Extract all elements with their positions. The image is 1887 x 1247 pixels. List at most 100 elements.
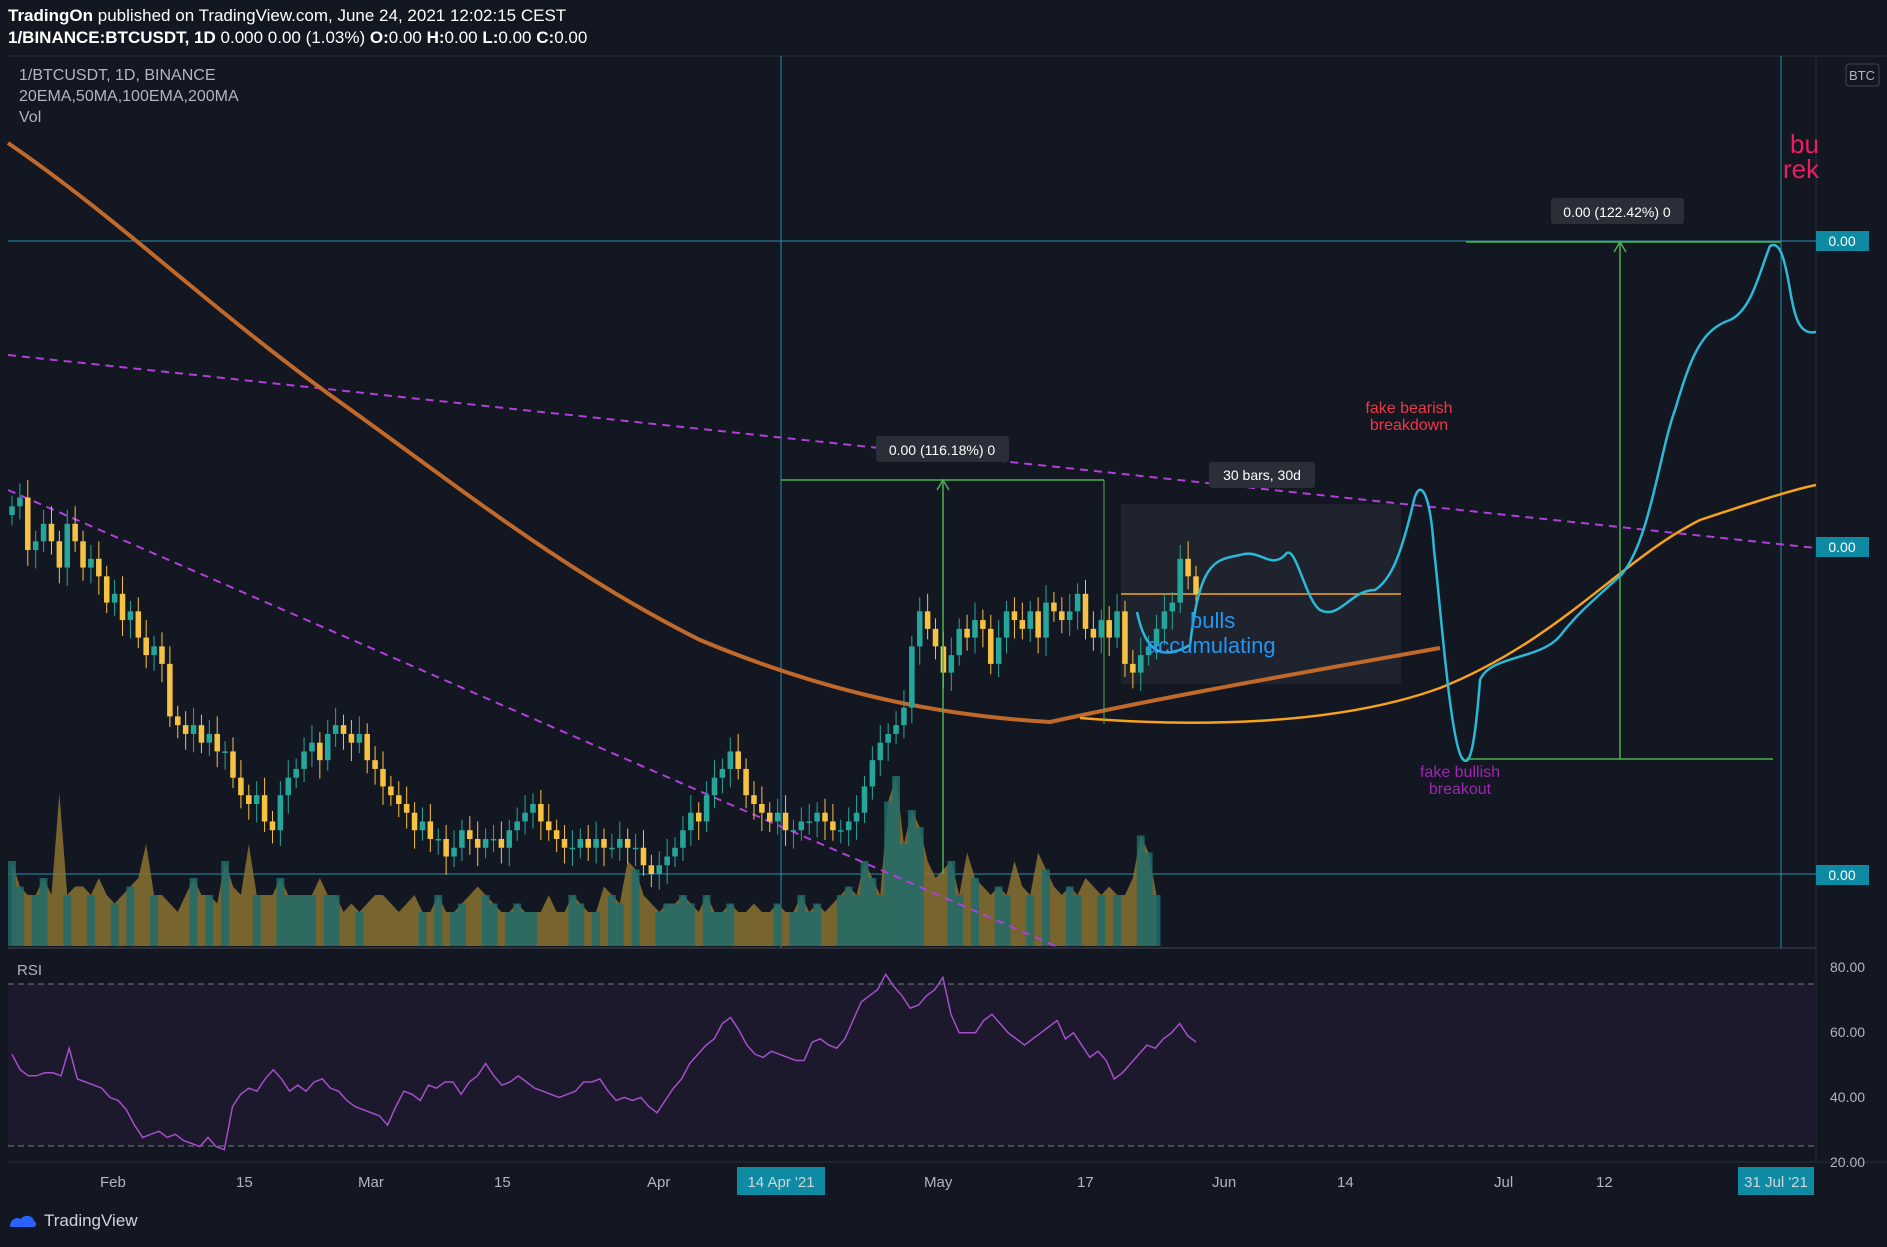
- time-label: 15: [236, 1174, 253, 1191]
- volume-bar: [513, 903, 522, 946]
- footer-brand[interactable]: TradingView: [44, 1211, 138, 1230]
- candle-up: [885, 733, 891, 743]
- publisher-name[interactable]: TradingOn: [8, 6, 93, 25]
- volume-bar: [300, 895, 308, 946]
- volume-bar: [568, 895, 577, 946]
- candle-up: [324, 733, 331, 761]
- price-axis[interactable]: BTC 0.00 0.00 0.00: [1816, 63, 1880, 885]
- legend-symbol[interactable]: 1/BTCUSDT, 1D, BINANCE: [19, 67, 216, 84]
- candle-down: [443, 838, 449, 857]
- volume-bar: [852, 895, 861, 946]
- ohlc-high-key: H:: [426, 28, 445, 47]
- candle-down: [735, 751, 741, 769]
- volume-bar: [710, 912, 719, 946]
- volume-bar: [726, 903, 735, 946]
- time-label: May: [924, 1174, 953, 1191]
- ema-100-line: [1079, 483, 1817, 724]
- candle-up: [9, 506, 15, 516]
- candle-up: [569, 847, 576, 850]
- time-label: Jul: [1494, 1174, 1513, 1191]
- svg-text:20.00: 20.00: [1830, 1154, 1865, 1170]
- volume-bar: [418, 912, 427, 946]
- volume-bar: [955, 895, 964, 946]
- candle-down: [340, 725, 347, 734]
- candle-up: [711, 777, 718, 796]
- candle-up: [332, 725, 339, 734]
- candle-up: [1137, 655, 1144, 673]
- annotation-fake-bullish-2: breakout: [1429, 781, 1492, 798]
- volume-bar: [1042, 869, 1050, 946]
- legend-volume[interactable]: Vol: [19, 109, 42, 126]
- candle-down: [467, 830, 473, 839]
- measure-tool-1: [781, 478, 1105, 874]
- candle-up: [514, 821, 520, 831]
- volume-bar: [434, 895, 443, 946]
- candle-up: [1145, 646, 1152, 656]
- candle-up: [301, 751, 307, 769]
- candle-up: [490, 838, 497, 841]
- time-axis[interactable]: Feb 15 Mar 15 Apr May 17 Jun 14 Jul 12 1…: [100, 1167, 1814, 1195]
- volume-bar: [126, 886, 135, 946]
- volume-bar: [1073, 895, 1082, 946]
- candle-up: [111, 593, 118, 603]
- ohlc-low-key: L:: [482, 28, 499, 47]
- volume-bar: [813, 903, 822, 946]
- candle-down: [980, 620, 986, 629]
- ohlc-open: 0.00: [388, 28, 422, 47]
- candle-down: [474, 838, 481, 848]
- candle-up: [17, 497, 23, 507]
- candle-down: [1106, 620, 1112, 638]
- price-label-bottom: 0.00: [1828, 867, 1855, 883]
- volume-bar: [631, 869, 640, 946]
- time-highlight-right: 31 Jul '21: [1744, 1174, 1808, 1191]
- candle-up: [1177, 558, 1183, 603]
- candle-down: [759, 803, 765, 813]
- candle-up: [877, 742, 884, 761]
- volume-bar: [844, 886, 853, 946]
- candle-down: [96, 558, 102, 577]
- publish-line: TradingOn published on TradingView.com, …: [8, 6, 566, 26]
- candle-down: [56, 541, 63, 568]
- price-label-mid: 0.00: [1828, 539, 1855, 555]
- price-label-top: 0.00: [1828, 233, 1855, 249]
- candle-up: [459, 830, 465, 848]
- volume-bar: [8, 861, 16, 946]
- candle-up: [32, 541, 39, 551]
- candle-up: [1043, 602, 1049, 638]
- candle-down: [1011, 611, 1018, 621]
- measure-label-1: 0.00 (116.18%) 0: [876, 436, 1009, 462]
- legend-indicators[interactable]: 20EMA,50MA,100EMA,200MA: [19, 88, 239, 105]
- candle-down: [80, 541, 86, 568]
- candle-up: [672, 847, 678, 857]
- candle-up: [838, 830, 844, 832]
- symbol-name[interactable]: 1/BINANCE:BTCUSDT, 1D: [8, 28, 216, 47]
- candle-up: [522, 812, 528, 822]
- volume-bar: [457, 903, 466, 946]
- candle-up: [916, 611, 923, 647]
- volume-bar: [663, 903, 672, 946]
- candle-down: [396, 795, 402, 804]
- candlesticks: [9, 480, 1199, 890]
- volume-bar: [481, 895, 490, 946]
- candle-down: [143, 637, 149, 656]
- candle-up: [190, 725, 197, 734]
- candle-down: [198, 725, 205, 743]
- candle-down: [553, 830, 560, 839]
- volume-bar: [876, 895, 885, 946]
- candle-down: [1090, 628, 1097, 638]
- symbol-line: 1/BINANCE:BTCUSDT, 1D 0.000 0.00 (1.03%)…: [8, 28, 587, 48]
- volume-bar: [1026, 895, 1035, 946]
- candle-down: [1059, 611, 1065, 621]
- candle-down: [388, 786, 394, 796]
- volume-bar: [150, 895, 159, 946]
- volume-bar: [789, 912, 798, 946]
- volume-bar: [884, 801, 893, 946]
- volume-bar: [86, 895, 95, 946]
- candle-up: [1098, 620, 1105, 638]
- time-label: Feb: [100, 1174, 126, 1191]
- candle-up: [577, 838, 584, 848]
- volume-bar: [947, 861, 956, 946]
- candle-up: [435, 838, 442, 841]
- candle-up: [680, 830, 686, 848]
